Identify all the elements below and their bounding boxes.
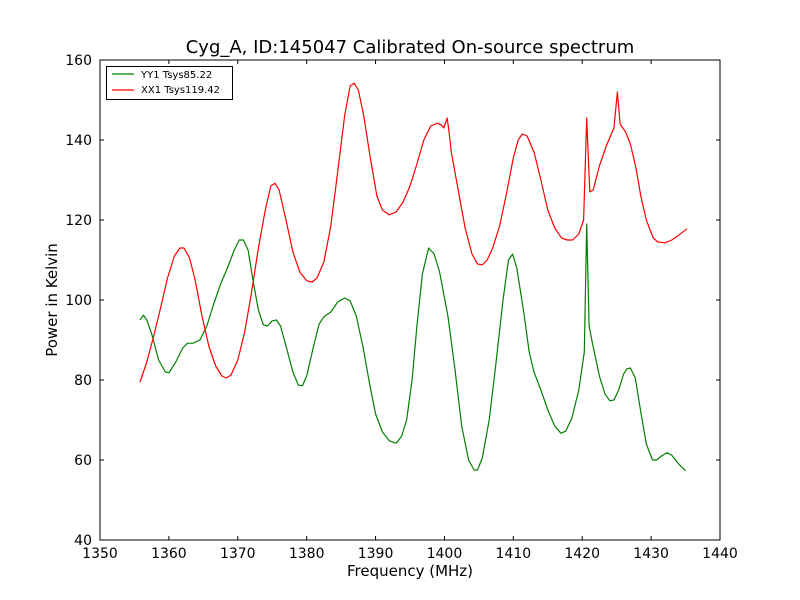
x-axis-title: Frequency (MHz)	[347, 562, 473, 580]
plot-background	[100, 60, 720, 540]
series-layer	[139, 82, 688, 472]
legend: YY1 Tsys85.22 XX1 Tsys119.42	[106, 66, 233, 100]
y-tick-label: 140	[65, 133, 92, 149]
y-tick-label: 80	[74, 373, 92, 389]
chart-title: Cyg_A, ID:145047 Calibrated On-source sp…	[186, 37, 635, 58]
x-tick-label: 1440	[702, 546, 738, 562]
x-tick-label: 1390	[358, 546, 394, 562]
series-line-xx1	[139, 82, 688, 383]
y-tick-label: 60	[74, 453, 92, 469]
x-tick-label: 1350	[82, 546, 118, 562]
y-tick-label: 40	[74, 533, 92, 549]
y-tick-label: 100	[65, 293, 92, 309]
legend-box	[106, 66, 233, 100]
x-tick-label: 1400	[427, 546, 463, 562]
plot-frame	[99, 59, 721, 541]
legend-label-yy1: YY1 Tsys85.22	[140, 70, 212, 81]
x-tick-label: 1360	[151, 546, 187, 562]
y-tick-label: 160	[65, 53, 92, 69]
y-axis-title: Power in Kelvin	[43, 243, 61, 357]
x-tick-label: 1420	[564, 546, 600, 562]
x-tick-label: 1430	[633, 546, 669, 562]
ticks-layer: 1350 1360 1370 1380 1390 1400 1410 1420 1430 1440…	[65, 53, 738, 562]
x-tick-label: 1380	[289, 546, 325, 562]
legend-label-xx1: XX1 Tsys119.42	[141, 85, 220, 96]
x-tick-label: 1370	[220, 546, 256, 562]
x-tick-label: 1410	[496, 546, 532, 562]
series-line-yy1	[139, 223, 687, 472]
y-tick-label: 120	[65, 213, 92, 229]
